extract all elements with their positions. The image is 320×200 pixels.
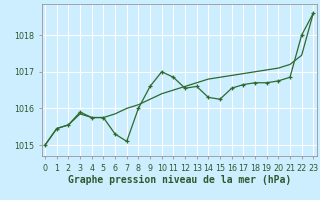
X-axis label: Graphe pression niveau de la mer (hPa): Graphe pression niveau de la mer (hPa) xyxy=(68,175,291,185)
